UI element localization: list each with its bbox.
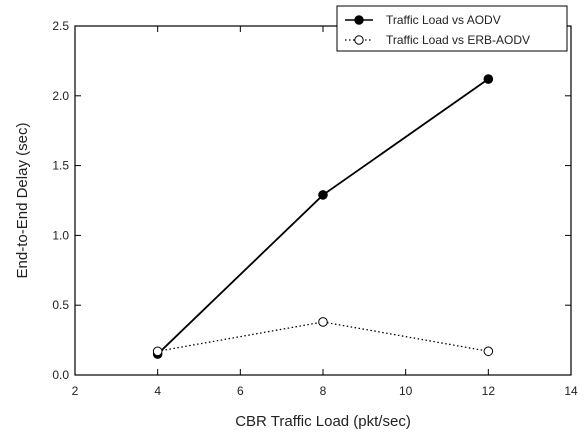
legend-marker-aodv (354, 15, 364, 25)
legend-box (336, 5, 568, 52)
data-point-aodv (318, 190, 328, 200)
data-point-aodv (483, 74, 494, 84)
data-point-erb-aodv (483, 346, 494, 357)
data-point-erb-aodv (152, 346, 163, 357)
x-tick-label: 2 (72, 384, 79, 398)
x-tick-label: 4 (154, 384, 161, 398)
x-axis: 2 4 6 8 10 12 14 (72, 26, 578, 398)
x-tick-label: 14 (564, 384, 578, 398)
x-tick-label: 10 (399, 384, 413, 398)
y-tick-label: 0.0 (52, 368, 69, 382)
x-tick-label: 12 (482, 384, 496, 398)
y-tick-label: 2.0 (52, 89, 69, 103)
data-point-erb-aodv (318, 317, 328, 327)
x-tick-label: 6 (237, 384, 244, 398)
legend-marker-erb-aodv (354, 35, 364, 45)
x-axis-title: CBR Traffic Load (pkt/sec) (235, 413, 411, 430)
y-axis: 0.0 0.5 1.0 1.5 2.0 2.5 (52, 19, 571, 382)
series-layer (152, 74, 494, 359)
legend-label-erb-aodv: Traffic Load vs ERB-AODV (386, 33, 530, 47)
y-tick-label: 0.5 (52, 298, 69, 312)
y-axis-title: End-to-End Delay (sec) (14, 123, 31, 279)
y-tick-label: 1.5 (52, 159, 69, 173)
legend-label-aodv: Traffic Load vs AODV (386, 13, 501, 27)
legend: Traffic Load vs AODV Traffic Load vs ERB… (336, 5, 568, 52)
x-tick-label: 8 (320, 384, 327, 398)
series-line-aodv (157, 78, 489, 355)
y-tick-label: 1.0 (52, 228, 69, 242)
y-tick-label: 2.5 (52, 19, 69, 33)
